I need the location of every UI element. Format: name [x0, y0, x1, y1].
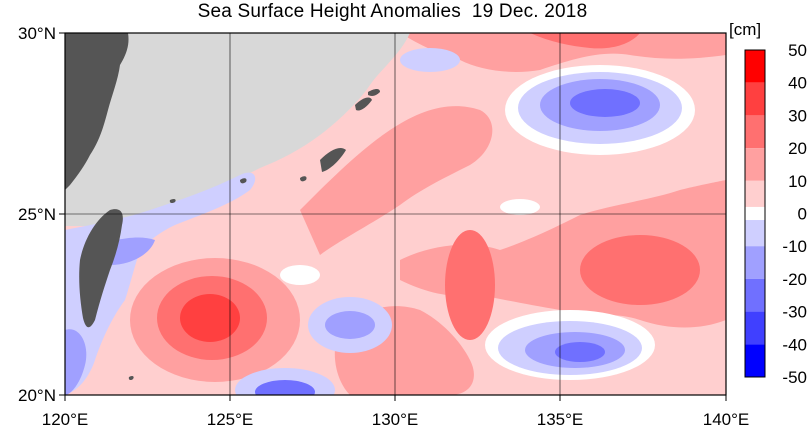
- colorbar-segment: [745, 82, 765, 116]
- neutral-patch-1: [500, 199, 540, 215]
- colorbar-tick-label: -10: [782, 237, 807, 256]
- cold-eddy-se-core: [555, 342, 605, 362]
- colorbar: [744, 49, 766, 378]
- map-title: Sea Surface Height Anomalies 19 Dec. 201…: [197, 1, 588, 22]
- colorbar-tick-label: 40: [788, 74, 807, 93]
- colorbar-tick-label: 30: [788, 106, 807, 125]
- colorbar-tick-label: 10: [788, 172, 807, 191]
- cold-region-sw: [65, 329, 87, 395]
- colorbar-tick-label: -20: [782, 270, 807, 289]
- colorbar-segment: [745, 220, 765, 247]
- cold-eddy-central-core: [325, 311, 375, 339]
- warm-eddy-core: [180, 294, 240, 342]
- colorbar-tick-label: -30: [782, 303, 807, 322]
- colorbar-units: [cm]: [729, 20, 762, 39]
- ryukyu-islands: [128, 89, 380, 381]
- colorbar-segment: [745, 206, 765, 221]
- colorbar-tick-label: -40: [782, 335, 807, 354]
- colorbar-tick-label: -50: [782, 368, 807, 387]
- grid-lines: [65, 33, 726, 395]
- colorbar-labels: 50 40 30 20 10 0 -10 -20 -30 -40 -50: [782, 41, 807, 387]
- lon-label-125: 125°E: [207, 410, 254, 429]
- colorbar-tick-label: 0: [798, 205, 807, 224]
- warm-patch-137e: [580, 235, 700, 305]
- latitude-labels: 30°N 25°N 20°N: [18, 24, 56, 405]
- neutral-patch-2: [280, 265, 320, 285]
- warm-north-core: [530, 33, 640, 49]
- lon-label-140: 140°E: [703, 410, 750, 429]
- colorbar-segment: [745, 246, 765, 279]
- colorbar-tick-label: 20: [788, 139, 807, 158]
- warm-north-rim: [400, 33, 726, 72]
- map-plot-area: [65, 33, 726, 395]
- cold-eddy-ne-core: [570, 89, 640, 117]
- colorbar-segment: [745, 50, 765, 83]
- warm-band-kuroshio: [300, 106, 493, 255]
- tick-marks: [59, 32, 727, 401]
- colorbar-segment: [745, 148, 765, 181]
- cold-eddy-south-core: [255, 380, 315, 395]
- colorbar-tick-label: 50: [788, 41, 807, 60]
- colorbar-segment: [745, 311, 765, 345]
- warm-patch-133e: [445, 230, 495, 340]
- colorbar-segment: [745, 278, 765, 312]
- lon-label-135: 135°E: [537, 410, 584, 429]
- colorbar-segment: [745, 180, 765, 207]
- colorbar-segment: [745, 344, 765, 377]
- lat-label-20: 20°N: [18, 386, 56, 405]
- land-mask-ecs: [65, 33, 410, 226]
- longitude-labels: 120°E 125°E 130°E 135°E 140°E: [42, 410, 750, 429]
- lat-label-25: 25°N: [18, 205, 56, 224]
- taiwan: [79, 209, 123, 328]
- colorbar-frame: [744, 49, 766, 378]
- lon-label-120: 120°E: [42, 410, 89, 429]
- cold-patch-north: [400, 48, 460, 72]
- lon-label-130: 130°E: [372, 410, 419, 429]
- colorbar-segment: [745, 115, 765, 149]
- mainland-china: [65, 33, 129, 190]
- lat-label-30: 30°N: [18, 24, 56, 43]
